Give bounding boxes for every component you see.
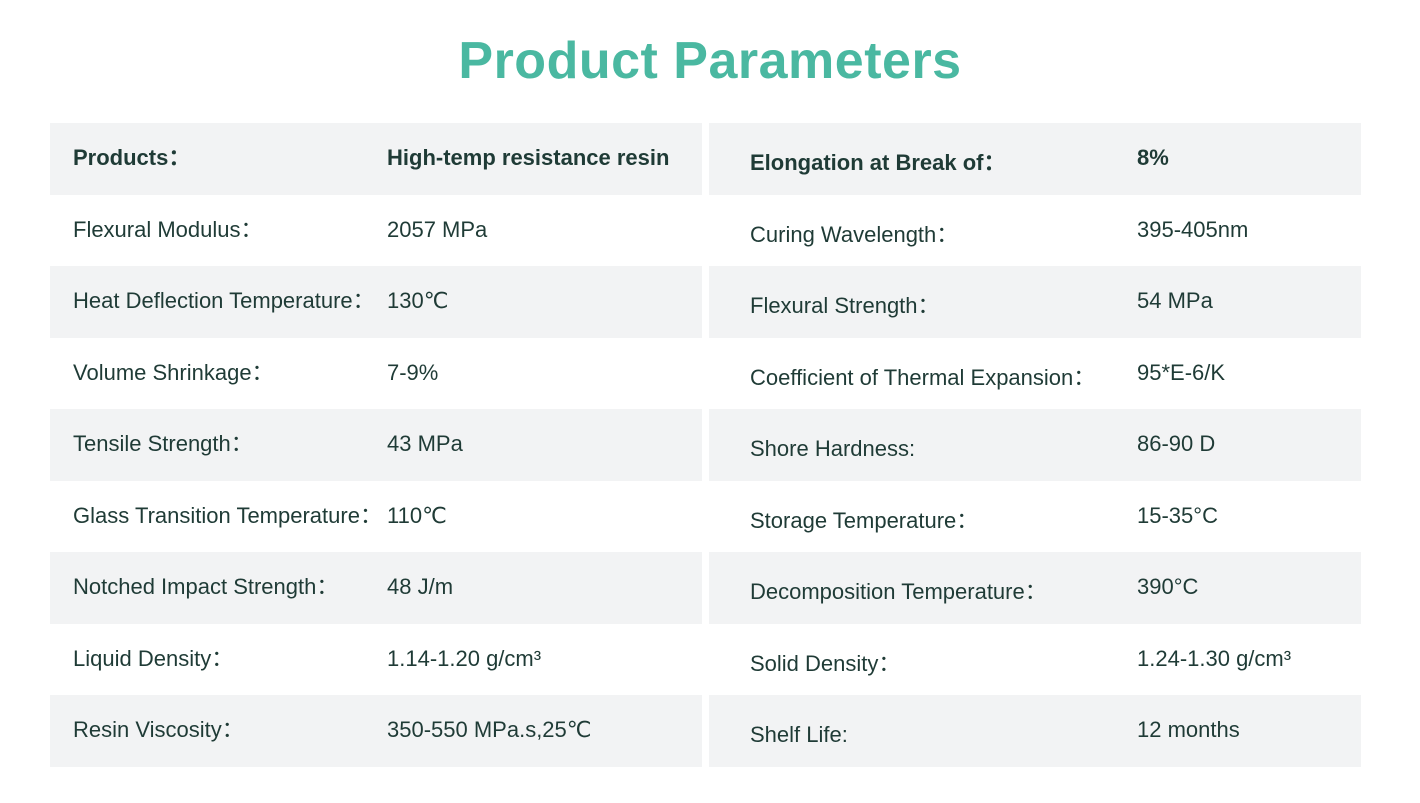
parameter-label: Resin Viscosity： (73, 717, 244, 742)
parameter-label: Flexural Strength： (750, 293, 940, 318)
parameter-value: 95*E-6/K (1137, 359, 1226, 385)
table-row: Elongation at Break of： 8% (709, 123, 1361, 195)
parameter-label: Notched Impact Strength： (73, 574, 339, 599)
parameter-label: Curing Wavelength： (750, 221, 959, 247)
parameter-value: 1.14-1.20 g/cm³ (387, 645, 542, 671)
parameter-label: Glass Transition Temperature： (73, 502, 382, 528)
parameter-label: Liquid Density： (73, 645, 234, 671)
table-row: Storage Temperature： 15-35°C (709, 481, 1361, 553)
table-row: Shelf Life: 12 months (709, 695, 1361, 767)
table-row: Liquid Density： 1.14-1.20 g/cm³ (50, 624, 702, 696)
parameter-label: Storage Temperature： (750, 507, 979, 533)
parameter-value: 86-90 D (1137, 431, 1216, 456)
parameter-label: Solid Density： (750, 650, 901, 676)
parameters-table-left: Products： High-temp resistance resin Fle… (50, 123, 702, 767)
parameter-value: 130℃ (387, 288, 449, 313)
table-row: Solid Density： 1.24-1.30 g/cm³ (709, 624, 1361, 696)
parameter-value: 12 months (1137, 717, 1240, 742)
table-row: Shore Hardness: 86-90 D (709, 409, 1361, 481)
parameter-value: 8% (1137, 145, 1169, 170)
parameter-label: Elongation at Break of： (750, 150, 1006, 175)
parameter-value: 110℃ (387, 502, 447, 528)
table-row: Products： High-temp resistance resin (50, 123, 702, 195)
parameter-value: 43 MPa (387, 431, 463, 456)
table-row: Coefficient of Thermal Expansion： 95*E-6… (709, 338, 1361, 410)
parameter-value: High-temp resistance resin (387, 145, 670, 170)
table-row: Flexural Modulus： 2057 MPa (50, 195, 702, 267)
parameter-value: 390°C (1137, 574, 1199, 599)
parameter-value: 15-35°C (1137, 502, 1218, 528)
parameter-value: 350-550 MPa.s,25℃ (387, 717, 592, 742)
table-row: Curing Wavelength： 395-405nm (709, 195, 1361, 267)
parameter-label: Shore Hardness: (750, 436, 916, 461)
table-row: Heat Deflection Temperature： 130℃ (50, 266, 702, 338)
parameter-value: 7-9% (387, 359, 439, 385)
table-row: Resin Viscosity： 350-550 MPa.s,25℃ (50, 695, 702, 767)
parameter-label: Shelf Life: (750, 722, 848, 747)
table-row: Tensile Strength： 43 MPa (50, 409, 702, 481)
table-row: Notched Impact Strength： 48 J/m (50, 552, 702, 624)
parameter-label: Decomposition Temperature： (750, 579, 1047, 604)
parameter-label: Heat Deflection Temperature： (73, 288, 375, 313)
table-row: Decomposition Temperature： 390°C (709, 552, 1361, 624)
parameter-value: 2057 MPa (387, 216, 488, 242)
parameter-value: 395-405nm (1137, 216, 1249, 242)
parameter-label: Tensile Strength： (73, 431, 253, 456)
table-row: Glass Transition Temperature： 110℃ (50, 481, 702, 553)
parameter-label: Volume Shrinkage： (73, 359, 274, 385)
page-title: Product Parameters (458, 32, 962, 90)
parameter-label: Coefficient of Thermal Expansion： (750, 364, 1096, 390)
parameter-label: Flexural Modulus： (73, 216, 263, 242)
parameter-label: Products： (73, 145, 191, 170)
parameters-table-right: Elongation at Break of： 8% Curing Wavele… (709, 123, 1361, 767)
table-row: Volume Shrinkage： 7-9% (50, 338, 702, 410)
parameter-value: 54 MPa (1137, 288, 1213, 313)
table-row: Flexural Strength： 54 MPa (709, 266, 1361, 338)
parameter-value: 1.24-1.30 g/cm³ (1137, 645, 1292, 671)
parameter-value: 48 J/m (387, 574, 454, 599)
